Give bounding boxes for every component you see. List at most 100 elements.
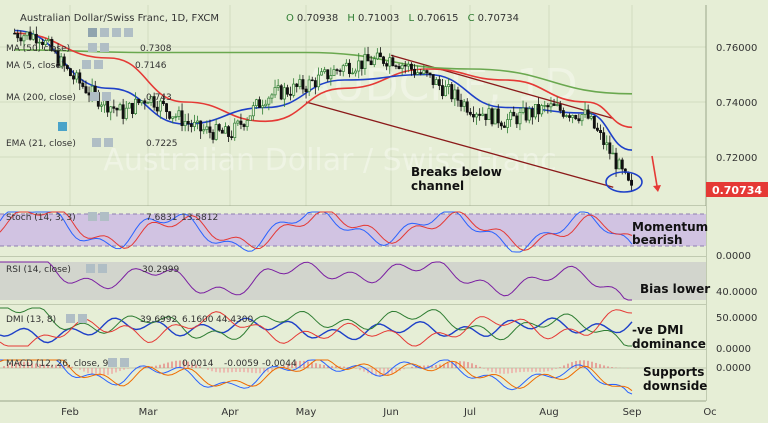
candle-body: [258, 99, 261, 108]
candle-body: [555, 104, 559, 106]
candle-body: [251, 105, 255, 117]
candle-body: [149, 96, 153, 103]
candle-body: [124, 107, 128, 119]
candle-body: [248, 115, 252, 121]
close-icon[interactable]: [100, 212, 109, 221]
candle-body: [468, 111, 472, 115]
candle-body: [413, 68, 416, 75]
candle-body: [385, 63, 389, 67]
close-icon[interactable]: [124, 28, 133, 37]
close-icon[interactable]: [100, 43, 109, 52]
candle-body: [533, 104, 537, 118]
candle-body: [608, 142, 612, 154]
macd-annotation-line2: downside: [643, 379, 707, 393]
candle-body: [276, 85, 280, 88]
candle-body: [183, 120, 187, 127]
candle-body: [168, 111, 172, 119]
channel-lower-line[interactable]: [305, 101, 614, 188]
low-label: L: [409, 13, 415, 24]
close-icon[interactable]: [78, 314, 87, 323]
candle-body: [549, 103, 553, 108]
candle-body: [211, 132, 215, 140]
candle-body: [344, 62, 348, 67]
settings-icon[interactable]: [88, 212, 97, 221]
candle-body: [453, 89, 457, 100]
open-value: 0.70938: [297, 13, 338, 24]
candle-body: [25, 31, 29, 37]
time-axis[interactable]: [0, 401, 768, 423]
settings-icon[interactable]: [90, 92, 99, 101]
candle-body: [127, 102, 131, 109]
settings-icon[interactable]: [92, 138, 101, 147]
candle-body: [134, 98, 137, 114]
candle-body: [273, 87, 277, 96]
candle-body: [161, 100, 165, 104]
hidden-indicator-icon[interactable]: [58, 122, 67, 131]
candle-body: [180, 110, 184, 127]
channel-break-annotation-line1: Breaks below: [411, 165, 502, 179]
candle-body: [595, 127, 599, 131]
candle-body: [13, 32, 17, 35]
settings-icon[interactable]: [100, 28, 109, 37]
candle-body: [502, 125, 506, 128]
dmi-pane[interactable]: [0, 305, 706, 350]
close-icon[interactable]: [98, 264, 107, 273]
channel-break-annotation-line2: channel: [411, 179, 464, 193]
stoch-axis-tick: 0.0000: [716, 251, 751, 262]
candle-body: [81, 82, 85, 87]
candle-body: [400, 64, 404, 69]
ma5-legend[interactable]: MA (5, close) 0.7146: [6, 60, 167, 71]
low-value: 0.70615: [417, 13, 458, 24]
macd-pane[interactable]: [0, 350, 706, 401]
candle-body: [87, 92, 91, 96]
close-icon[interactable]: [94, 60, 103, 69]
candle-body: [617, 159, 621, 170]
stoch-label: Stoch (14, 3, 3): [6, 213, 76, 223]
ema21-value: 0.7225: [146, 139, 178, 149]
close-icon[interactable]: [104, 138, 113, 147]
candle-body: [360, 60, 364, 70]
candle-body: [233, 122, 237, 138]
candle-body: [552, 103, 556, 106]
x-tick-label: Jun: [382, 407, 399, 418]
candle-body: [351, 72, 354, 75]
x-tick-label: Mar: [139, 407, 159, 418]
eye-icon[interactable]: [88, 28, 97, 37]
candle-body: [397, 66, 401, 69]
down-arrow-shaft: [651, 155, 658, 187]
candle-body: [270, 94, 274, 99]
candle-body: [152, 96, 156, 108]
settings-icon[interactable]: [86, 264, 95, 273]
candle-body: [561, 110, 565, 117]
settings-icon[interactable]: [66, 314, 75, 323]
candle-body: [329, 75, 333, 80]
candle-body: [450, 84, 454, 100]
ema21-legend[interactable]: EMA (21, close) 0.7225: [6, 138, 178, 149]
candle-body: [208, 126, 212, 133]
channel-upper-line[interactable]: [390, 54, 614, 120]
time-axis-ticks: Feb Mar Apr May Jun Jul Aug Sep Oc: [61, 407, 717, 418]
price-axis[interactable]: [706, 5, 768, 401]
candle-body: [316, 74, 320, 88]
dmi-axis-tick-50: 50.0000: [716, 313, 757, 324]
x-tick-label: May: [296, 407, 317, 418]
y-tick-label: 0.74000: [716, 98, 757, 109]
settings-icon[interactable]: [82, 60, 91, 69]
ma50-legend[interactable]: MA (50, close) 0.7308: [6, 43, 172, 54]
candle-body: [112, 106, 116, 109]
settings-icon[interactable]: [108, 358, 117, 367]
candle-body: [406, 63, 410, 67]
candle-body: [242, 124, 246, 127]
ma200-legend[interactable]: MA (200, close) 0.743: [6, 92, 172, 103]
candle-body: [323, 69, 327, 73]
stoch-k-value: 7.6831: [146, 213, 178, 223]
x-tick-label: Jul: [463, 407, 476, 418]
candle-body: [282, 87, 286, 100]
candle-body: [217, 124, 221, 131]
settings-icon[interactable]: [88, 43, 97, 52]
close-icon[interactable]: [102, 92, 111, 101]
dmi-annotation-line2: dominance: [632, 337, 706, 351]
add-icon[interactable]: [112, 28, 121, 37]
candle-body: [577, 118, 581, 122]
close-icon[interactable]: [120, 358, 129, 367]
